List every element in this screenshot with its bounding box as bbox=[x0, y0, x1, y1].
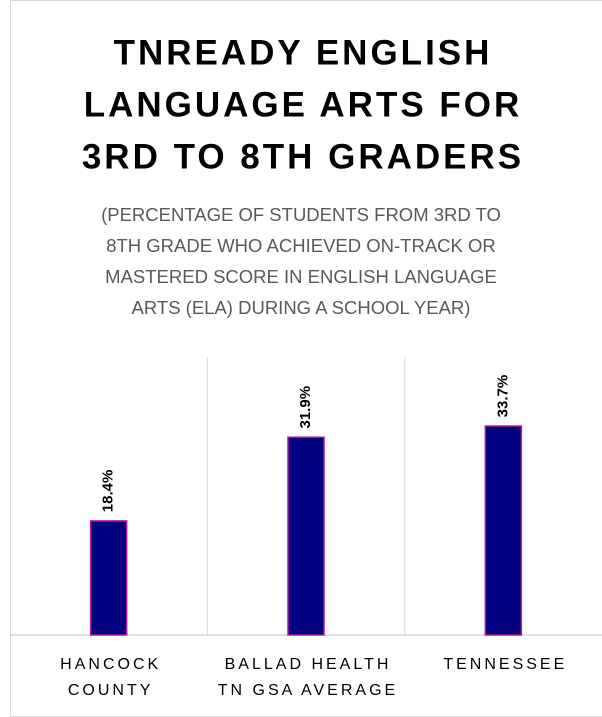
bar bbox=[287, 436, 325, 636]
bar bbox=[89, 520, 128, 636]
value-label: 31.9% bbox=[297, 386, 314, 429]
x-tick-label: TENNESSEE bbox=[443, 656, 567, 673]
x-tick-label: COUNTY bbox=[68, 682, 154, 699]
chart-subtitle: ARTS (ELA) DURING A SCHOOL YEAR) bbox=[132, 297, 471, 318]
chart-title: LANGUAGE ARTS FOR bbox=[84, 85, 523, 124]
chart-subtitle: MASTERED SCORE IN ENGLISH LANGUAGE bbox=[105, 266, 497, 287]
chart-subtitle: 8TH GRADE WHO ACHIEVED ON-TRACK OR bbox=[106, 235, 496, 256]
chart-title: 3RD TO 8TH GRADERS bbox=[82, 137, 524, 176]
chart-subtitle: (PERCENTAGE OF STUDENTS FROM 3RD TO bbox=[101, 204, 501, 225]
value-label: 33.7% bbox=[494, 375, 511, 418]
chart-title: TNREADY ENGLISH bbox=[114, 33, 493, 72]
x-tick-label: TN GSA AVERAGE bbox=[218, 682, 398, 699]
x-tick-label: HANCOCK bbox=[60, 656, 161, 673]
value-label: 18.4% bbox=[100, 470, 117, 513]
x-tick-label: BALLAD HEALTH bbox=[225, 656, 392, 673]
bar bbox=[484, 425, 523, 636]
